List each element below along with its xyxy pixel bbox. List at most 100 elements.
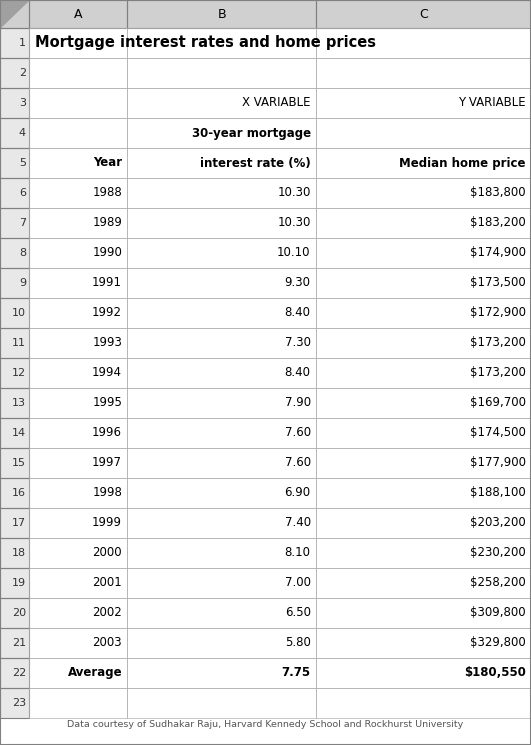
Bar <box>316 268 531 298</box>
Bar <box>0 238 29 268</box>
Bar <box>0 508 29 538</box>
Bar <box>0 0 531 28</box>
Text: 20: 20 <box>12 608 26 618</box>
Text: 15: 15 <box>12 458 26 468</box>
Bar <box>0 28 29 58</box>
Text: $188,100: $188,100 <box>470 486 526 499</box>
Bar <box>29 418 127 448</box>
Bar <box>316 328 531 358</box>
Text: 2002: 2002 <box>92 606 122 620</box>
Text: 1988: 1988 <box>92 186 122 200</box>
Bar <box>127 238 316 268</box>
Bar <box>0 178 29 208</box>
Bar <box>0 448 29 478</box>
Bar <box>0 0 29 28</box>
Text: Data courtesy of Sudhakar Raju, Harvard Kennedy School and Rockhurst University: Data courtesy of Sudhakar Raju, Harvard … <box>67 720 464 729</box>
Bar <box>127 388 316 418</box>
Text: 6.50: 6.50 <box>285 606 311 620</box>
Bar <box>29 298 127 328</box>
Bar <box>0 58 29 88</box>
Bar <box>29 268 127 298</box>
Bar <box>316 568 531 598</box>
Text: 10.30: 10.30 <box>277 186 311 200</box>
Bar <box>127 418 316 448</box>
Bar <box>0 388 29 418</box>
Bar <box>0 328 29 358</box>
Bar <box>316 238 531 268</box>
Bar <box>316 658 531 688</box>
Bar <box>127 598 316 628</box>
Text: Y VARIABLE: Y VARIABLE <box>458 97 526 110</box>
Bar <box>29 688 127 718</box>
Text: 14: 14 <box>12 428 26 438</box>
Text: 23: 23 <box>12 698 26 708</box>
Bar <box>0 598 29 628</box>
Bar <box>29 28 127 58</box>
Bar <box>127 538 316 568</box>
Text: 1995: 1995 <box>92 396 122 410</box>
Bar <box>316 448 531 478</box>
Bar <box>0 88 29 118</box>
Bar <box>0 418 29 448</box>
Bar <box>127 478 316 508</box>
Bar <box>127 268 316 298</box>
Text: Median home price: Median home price <box>399 156 526 170</box>
Bar <box>127 568 316 598</box>
Bar <box>127 208 316 238</box>
Text: 18: 18 <box>12 548 26 558</box>
Text: 1998: 1998 <box>92 486 122 499</box>
Text: $183,200: $183,200 <box>470 217 526 229</box>
Text: Average: Average <box>67 667 122 679</box>
Bar <box>316 418 531 448</box>
Bar <box>0 118 29 148</box>
Bar <box>127 688 316 718</box>
Text: $177,900: $177,900 <box>470 457 526 469</box>
Bar <box>29 598 127 628</box>
Text: 2: 2 <box>19 68 26 78</box>
Text: 19: 19 <box>12 578 26 588</box>
Bar <box>316 0 531 28</box>
Bar <box>127 148 316 178</box>
Bar <box>0 478 29 508</box>
Bar <box>316 598 531 628</box>
Bar <box>316 478 531 508</box>
Bar <box>29 478 127 508</box>
Text: $183,800: $183,800 <box>470 186 526 200</box>
Bar <box>29 448 127 478</box>
Text: 1989: 1989 <box>92 217 122 229</box>
Text: $174,500: $174,500 <box>470 426 526 440</box>
Text: 11: 11 <box>12 338 26 348</box>
Bar <box>0 628 29 658</box>
Bar <box>127 298 316 328</box>
Text: 10.30: 10.30 <box>277 217 311 229</box>
Bar <box>29 0 127 28</box>
Text: 2003: 2003 <box>92 636 122 650</box>
Bar <box>0 508 29 538</box>
Text: 9.30: 9.30 <box>285 276 311 290</box>
Text: 1997: 1997 <box>92 457 122 469</box>
Bar <box>29 328 127 358</box>
Bar <box>29 538 127 568</box>
Text: $173,200: $173,200 <box>470 337 526 349</box>
Bar <box>127 658 316 688</box>
Bar <box>0 538 29 568</box>
Text: 5: 5 <box>19 158 26 168</box>
Text: 7.90: 7.90 <box>285 396 311 410</box>
Text: 4: 4 <box>19 128 26 138</box>
Text: 22: 22 <box>12 668 26 678</box>
Bar <box>316 148 531 178</box>
Text: 12: 12 <box>12 368 26 378</box>
Bar <box>127 328 316 358</box>
Bar <box>29 658 127 688</box>
Text: 7.40: 7.40 <box>285 516 311 530</box>
Bar <box>0 208 29 238</box>
Text: 7: 7 <box>19 218 26 228</box>
Text: $258,200: $258,200 <box>470 577 526 589</box>
Text: 3: 3 <box>19 98 26 108</box>
Text: 7.00: 7.00 <box>285 577 311 589</box>
Bar <box>0 238 29 268</box>
Bar <box>29 148 127 178</box>
Text: 9: 9 <box>19 278 26 288</box>
Text: 10: 10 <box>12 308 26 318</box>
Text: 17: 17 <box>12 518 26 528</box>
